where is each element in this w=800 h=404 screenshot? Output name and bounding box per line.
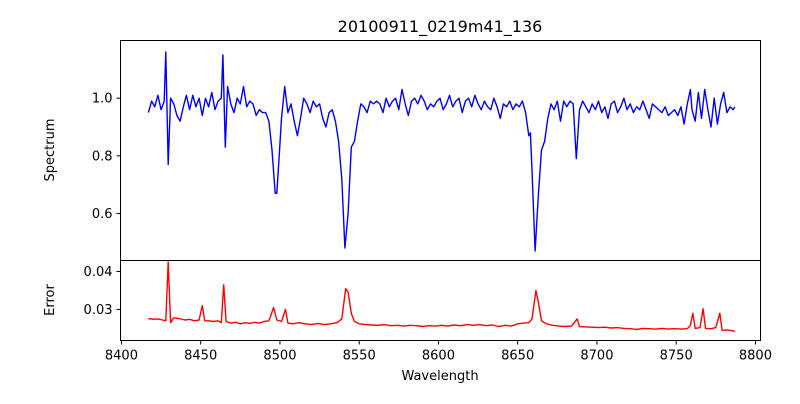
error-ytick-label: 0.04	[84, 265, 113, 280]
x-axis-label: Wavelength	[401, 369, 478, 384]
error-ytick-label: 0.03	[84, 303, 113, 318]
x-tick-label: 8500	[263, 349, 296, 364]
x-tick-label: 8800	[739, 349, 772, 364]
chart-title: 20100911_0219m41_136	[338, 17, 543, 37]
error-line	[148, 261, 735, 333]
error-y-label: Error	[43, 284, 58, 316]
spectrum-ytick-label: 0.6	[92, 207, 113, 222]
x-tick-label: 8550	[343, 349, 376, 364]
error-axes: 0.03 0.04 8400 8450 8500 8550 8600 8650 8700 875…	[43, 260, 772, 384]
x-tick-label: 8600	[422, 349, 455, 364]
x-tick-label: 8650	[501, 349, 534, 364]
x-tick-label: 8700	[580, 349, 613, 364]
spectrum-y-label: Spectrum	[43, 119, 58, 182]
x-tick-label: 8450	[184, 349, 217, 364]
spectrum-line	[147, 51, 736, 252]
x-tick-label: 8750	[660, 349, 693, 364]
spectrum-ytick-label: 0.8	[92, 149, 113, 164]
x-tick-label: 8400	[105, 349, 138, 364]
spectrum-ytick-label: 1.0	[92, 92, 113, 107]
